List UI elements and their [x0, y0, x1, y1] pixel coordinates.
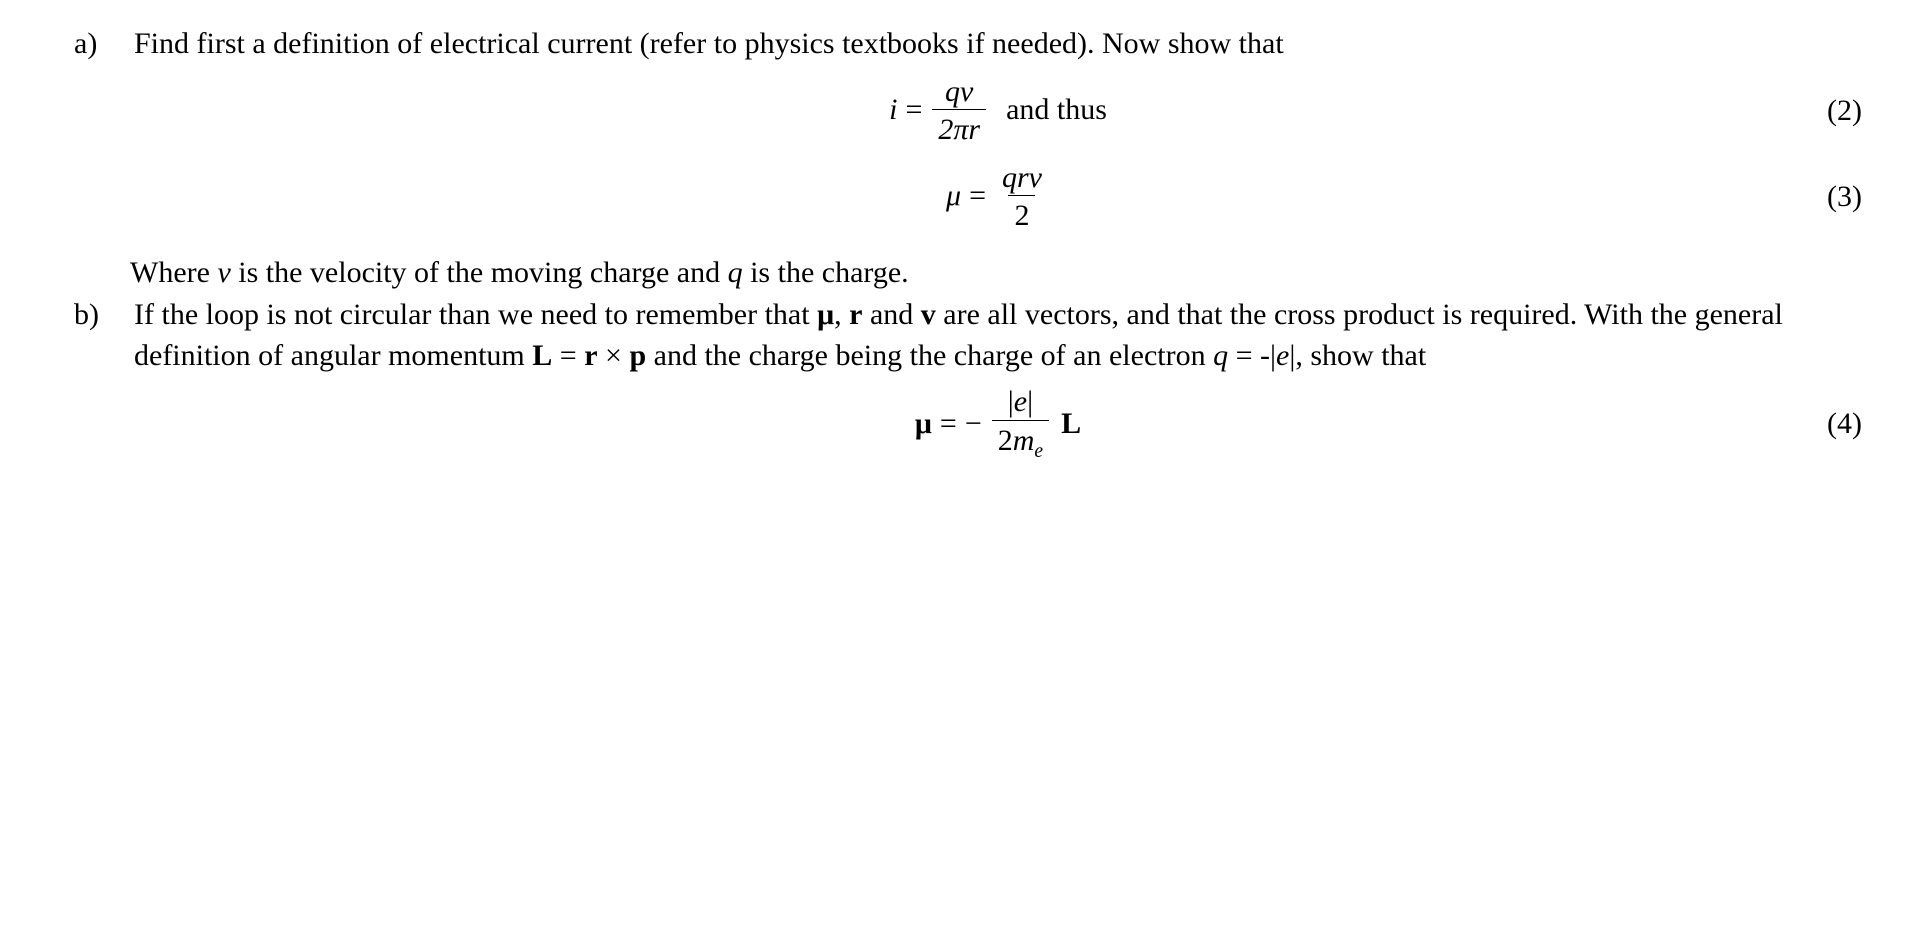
- eq4-number: (4): [1827, 404, 1862, 445]
- eq4-den-m: m: [1013, 424, 1035, 457]
- eq2-frac: qv 2πr: [932, 76, 986, 146]
- eq3-num: qrv: [996, 162, 1048, 196]
- page: a) Find first a definition of electrical…: [0, 0, 1926, 522]
- item-b-marker: b): [64, 295, 134, 336]
- item-b-text: If the loop is not circular than we need…: [134, 298, 1783, 372]
- equation-2-row: i = qv 2πr and thus (2): [134, 75, 1862, 147]
- eq2-den: 2πr: [932, 109, 986, 146]
- eq3-den: 2: [1008, 195, 1035, 232]
- equation-2: i = qv 2πr and thus: [889, 76, 1107, 146]
- eq4-num: |e|: [1002, 386, 1039, 420]
- eq2-num: qv: [939, 76, 979, 110]
- eq3-frac: qrv 2: [996, 162, 1048, 232]
- item-a-text: Find first a definition of electrical cu…: [134, 27, 1284, 60]
- equation-3-row: μ = qrv 2 (3): [134, 161, 1862, 233]
- equation-4: μ = − |e| 2me L: [915, 386, 1081, 462]
- eq3-eq: =: [969, 176, 986, 217]
- eq4-frac: |e| 2me: [992, 386, 1049, 462]
- item-a-marker: a): [64, 24, 134, 65]
- item-b-content: If the loop is not circular than we need…: [134, 295, 1862, 476]
- eq4-lhs: μ: [915, 404, 932, 445]
- eq4-num-abs2: |: [1027, 385, 1033, 418]
- eq4-den-sub: e: [1034, 441, 1043, 462]
- eq2-after: and thus: [1006, 90, 1107, 131]
- item-a-where-text: Where v is the velocity of the moving ch…: [130, 256, 909, 289]
- item-a-content: Find first a definition of electrical cu…: [134, 24, 1862, 247]
- eq4-num-e: e: [1014, 385, 1027, 418]
- equation-3: μ = qrv 2: [946, 162, 1050, 232]
- eq4-den: 2me: [992, 420, 1049, 462]
- item-a: a) Find first a definition of electrical…: [64, 24, 1862, 247]
- eq3-lhs: μ: [946, 176, 961, 217]
- eq2-eq: =: [905, 90, 922, 131]
- eq4-den-2: 2: [998, 424, 1013, 457]
- item-b: b) If the loop is not circular than we n…: [64, 295, 1862, 476]
- equation-4-row: μ = − |e| 2me L (4): [134, 386, 1862, 462]
- eq4-neg: −: [965, 404, 982, 445]
- eq4-tail: L: [1061, 404, 1081, 445]
- eq3-number: (3): [1827, 176, 1862, 217]
- eq2-lhs: i: [889, 90, 897, 131]
- eq4-eq: =: [940, 404, 957, 445]
- eq2-number: (2): [1827, 90, 1862, 131]
- item-a-where: Where v is the velocity of the moving ch…: [130, 253, 1862, 294]
